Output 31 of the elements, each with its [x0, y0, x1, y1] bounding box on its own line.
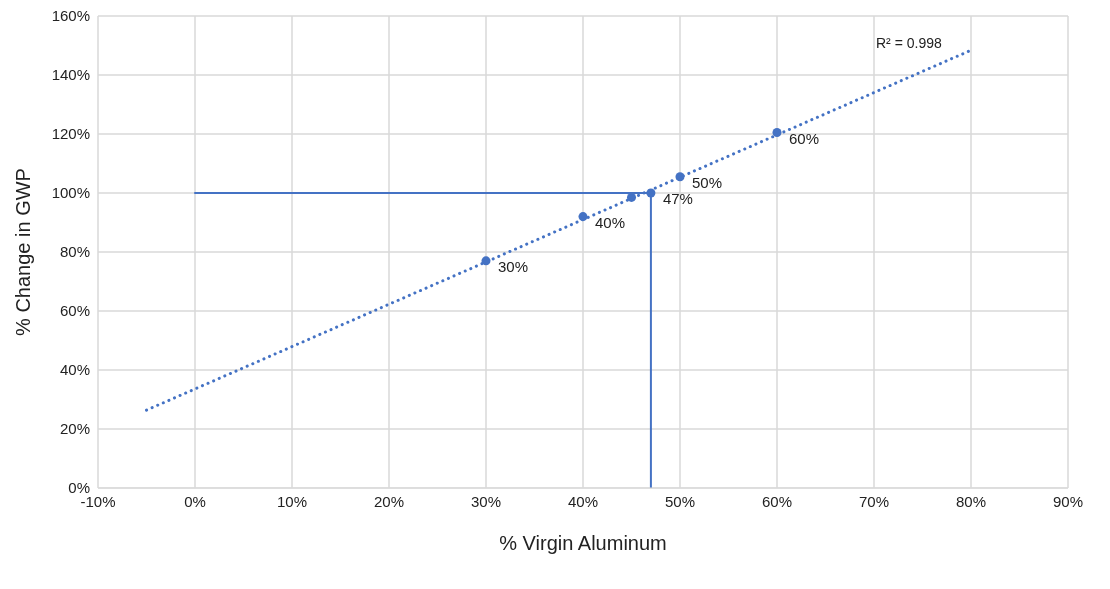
point [481, 256, 491, 266]
annotation: 60% [789, 129, 820, 147]
point [675, 172, 685, 182]
y-tick-label: 40% [59, 361, 90, 379]
point [578, 212, 588, 222]
annotation: 30% [498, 257, 529, 275]
x-tick-label: 60% [761, 492, 793, 510]
y-tick-label: 100% [51, 184, 90, 202]
y-tick-label: 160% [51, 7, 90, 25]
x-tick-label: 30% [470, 492, 502, 510]
y-tick-label: 120% [51, 125, 90, 143]
y-tick-label: 60% [59, 302, 90, 320]
point [646, 188, 656, 198]
x-tick-label: 10% [276, 492, 308, 510]
annotation: R² = 0.998 [876, 35, 942, 52]
annotation: 47% [662, 190, 693, 207]
x-tick-label: 0% [184, 492, 206, 510]
annotation: 40% [595, 213, 626, 231]
point [772, 128, 782, 138]
y-axis-title: % Change in GWP [12, 168, 35, 336]
x-tick-label: 90% [1052, 492, 1084, 510]
x-tick-label: 80% [955, 492, 987, 510]
x-tick-label: 50% [664, 492, 696, 510]
y-tick-label: 80% [59, 243, 90, 261]
y-tick-label: 20% [59, 420, 90, 438]
x-axis-title: % Virgin Aluminum [499, 532, 667, 555]
y-tick-label: 140% [51, 66, 90, 84]
annotation: 50% [692, 173, 723, 191]
x-tick-label: 40% [567, 492, 599, 510]
x-tick-label: 20% [373, 492, 405, 510]
x-tick-label: 70% [858, 492, 890, 510]
